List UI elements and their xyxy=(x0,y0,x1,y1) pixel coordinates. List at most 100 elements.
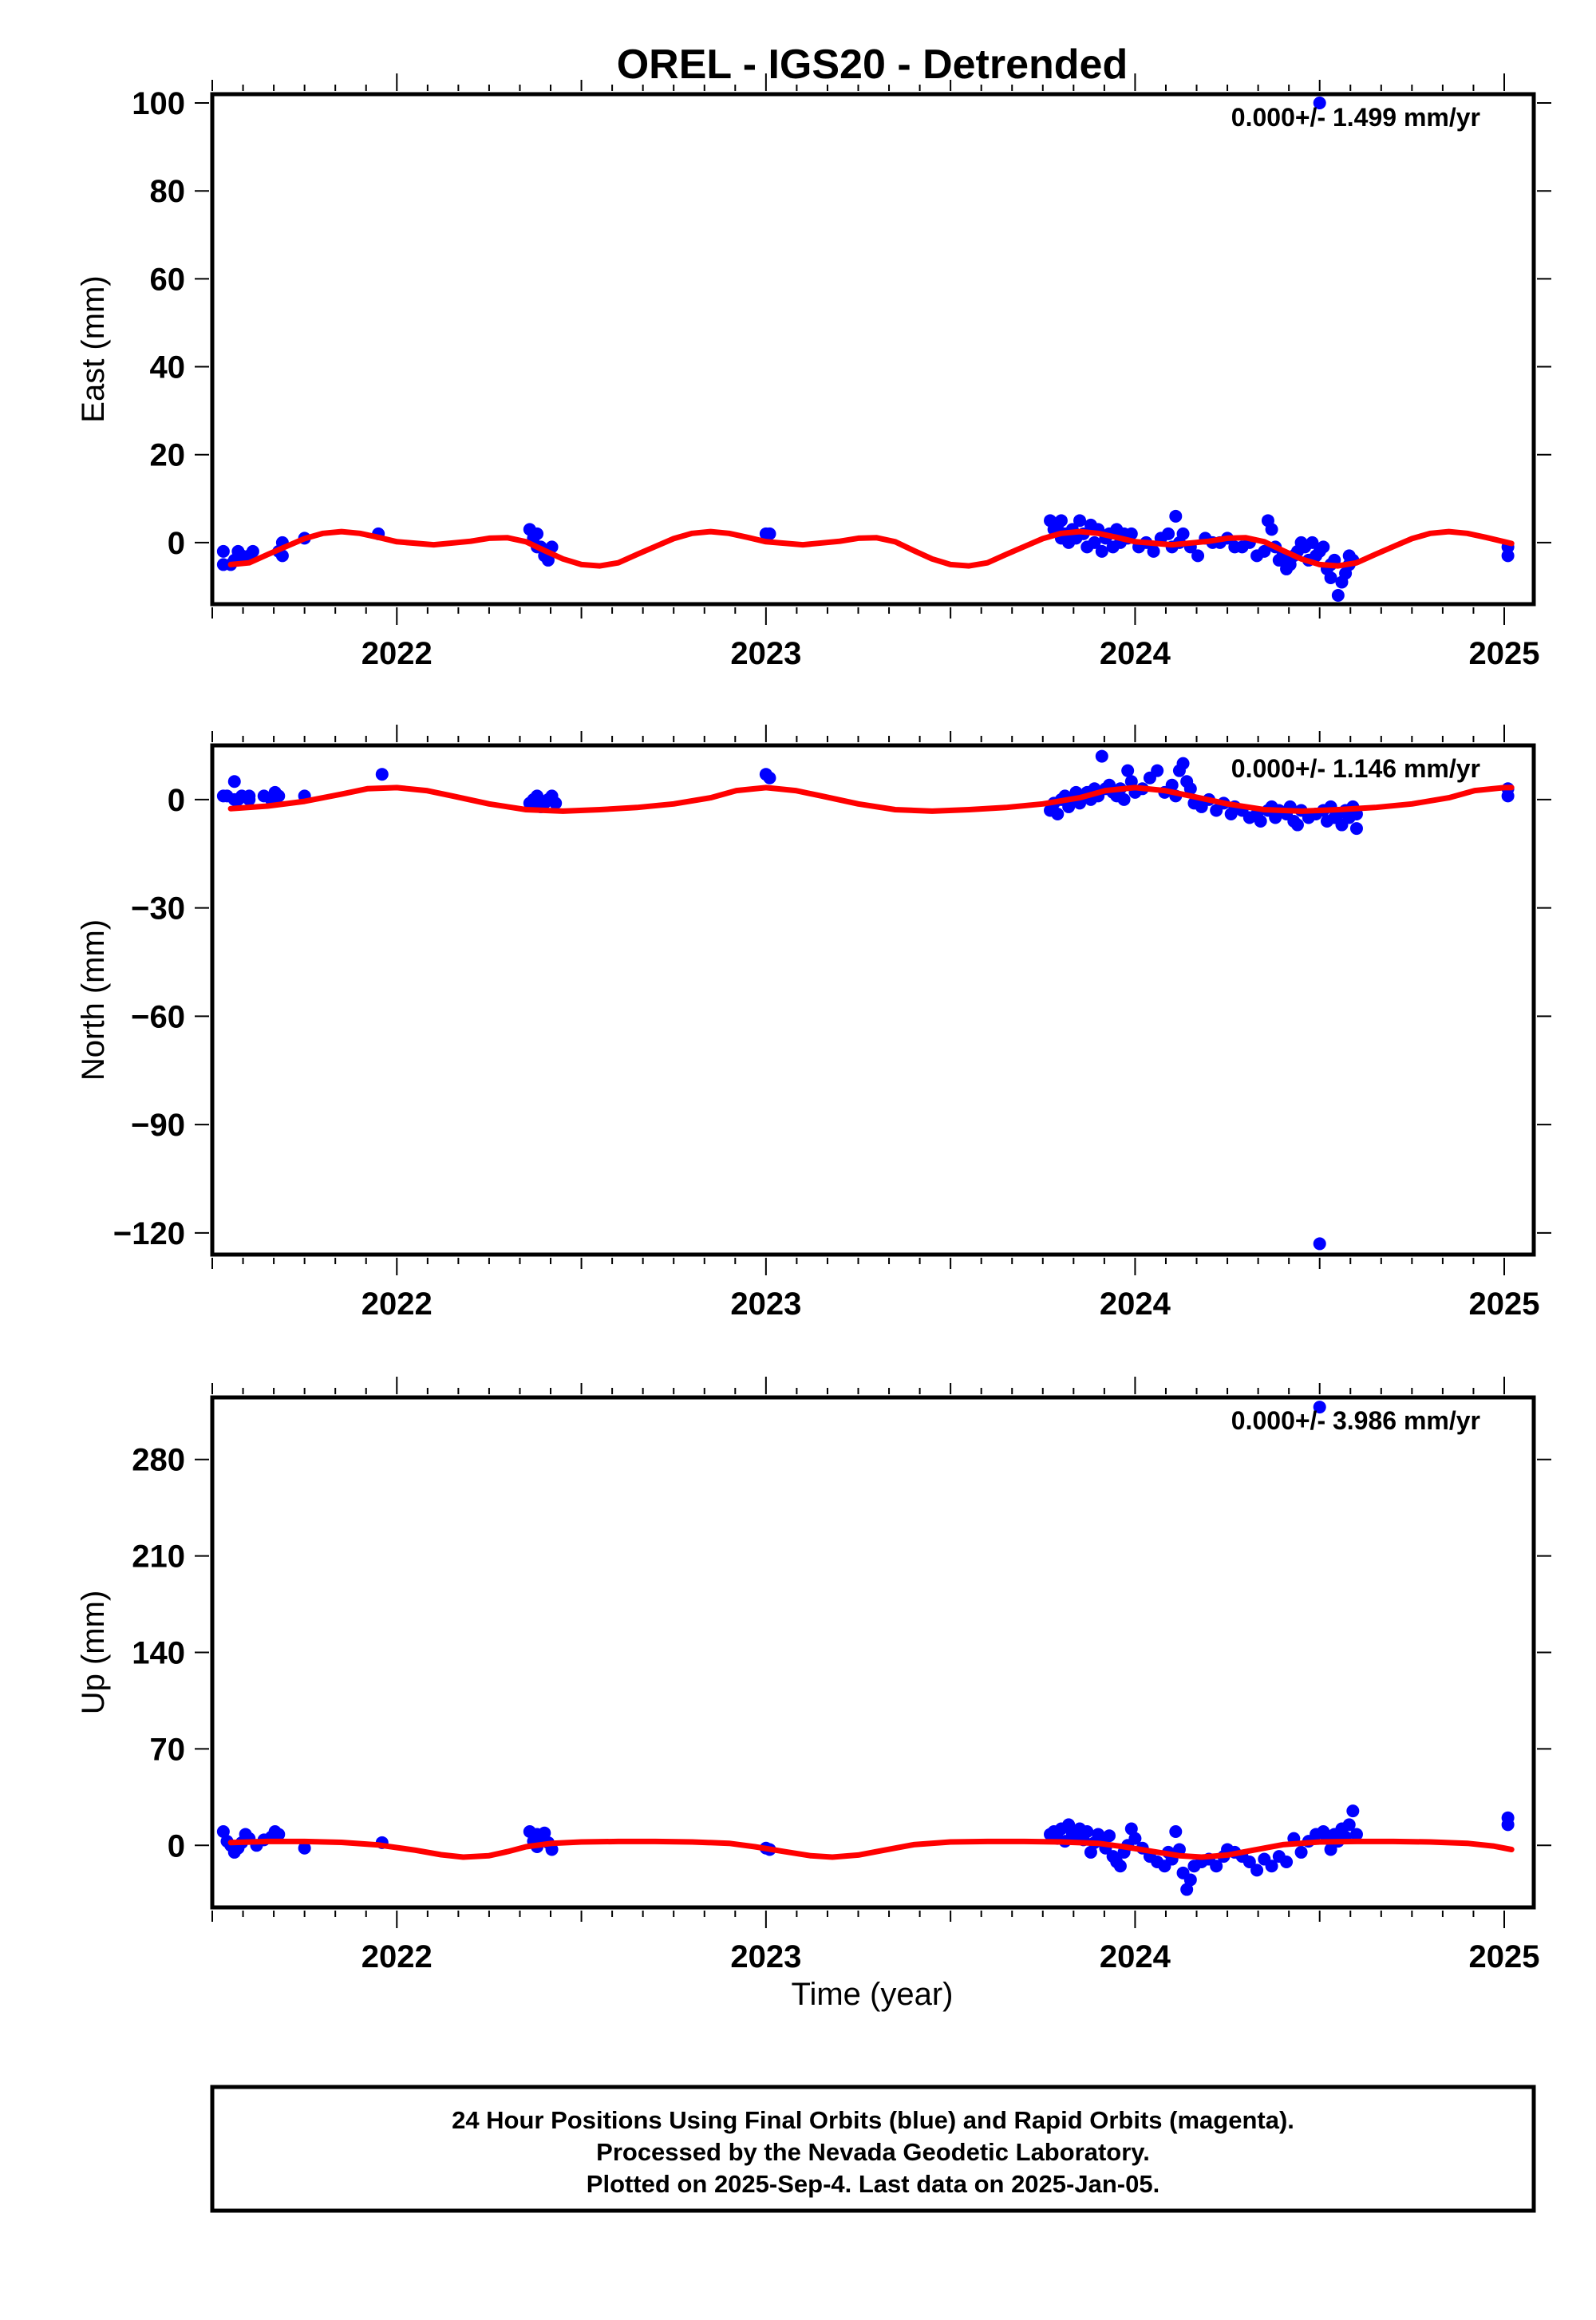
up-y-tick-label: 0 xyxy=(168,1828,185,1864)
up-data-point xyxy=(1084,1845,1097,1859)
chart-title: OREL - IGS20 - Detrended xyxy=(617,41,1128,88)
east-data-point xyxy=(1095,544,1108,558)
up-data-point xyxy=(1501,1818,1515,1832)
east-data-point xyxy=(1258,544,1271,558)
up-x-tick-label: 2023 xyxy=(730,1939,801,1974)
north-y-tick-label: −30 xyxy=(131,891,185,927)
footer-line-2: Processed by the Nevada Geodetic Laborat… xyxy=(596,2138,1150,2166)
up-data-point xyxy=(1080,1825,1094,1839)
up-model-curve xyxy=(227,1838,1515,1860)
east-x-tick-label: 2022 xyxy=(361,636,433,671)
east-data-point xyxy=(1501,549,1515,563)
up-data-point xyxy=(1250,1864,1264,1877)
north-data-point xyxy=(1124,775,1138,788)
up-x-tick-label: 2025 xyxy=(1469,1939,1540,1974)
up-data-point xyxy=(1342,1818,1356,1832)
east-y-tick-label: 40 xyxy=(150,350,186,385)
up-panel: 2022 2023 2024 2025 0 70 140 210 280 Up (mm) 0.000… xyxy=(76,1377,1551,1974)
east-x-tick-label: 2023 xyxy=(730,636,801,671)
north-y-tick-label: 0 xyxy=(168,783,185,818)
up-data-point xyxy=(1324,1843,1337,1856)
up-x-tick-label: 2022 xyxy=(361,1939,433,1974)
up-data-point xyxy=(538,1826,551,1840)
east-data-point xyxy=(1054,514,1068,528)
east-data-point xyxy=(1176,527,1190,540)
east-data-point xyxy=(216,544,230,558)
up-data-point xyxy=(1242,1856,1256,1869)
north-y-tick-label: −120 xyxy=(113,1216,185,1251)
east-data-point xyxy=(1191,549,1205,563)
north-x-tick-label: 2024 xyxy=(1100,1286,1171,1322)
up-data-point xyxy=(1349,1828,1363,1841)
north-data-point xyxy=(1121,764,1135,777)
up-data-point xyxy=(1210,1860,1223,1873)
north-data-point xyxy=(549,796,563,810)
up-data-point xyxy=(1169,1825,1183,1839)
up-y-tick-label: 210 xyxy=(132,1539,185,1575)
east-data-point xyxy=(1147,544,1160,558)
north-x-tick-label: 2022 xyxy=(361,1286,433,1322)
east-x-tick-label: 2024 xyxy=(1100,636,1171,671)
up-data-point xyxy=(1294,1845,1308,1859)
east-data-point xyxy=(1306,536,1319,549)
east-data-point xyxy=(531,527,544,540)
east-data-point xyxy=(275,549,289,563)
north-data-point xyxy=(1349,822,1363,836)
up-data-point xyxy=(1265,1860,1278,1873)
north-plot-frame xyxy=(210,743,1536,1257)
up-data-point xyxy=(1180,1883,1194,1896)
up-y-tick-label: 70 xyxy=(150,1732,186,1767)
north-data-point xyxy=(1313,1237,1326,1251)
east-data-point xyxy=(1088,536,1101,549)
north-data-point xyxy=(1117,792,1131,806)
east-data-point xyxy=(1124,527,1138,540)
north-data-point xyxy=(227,775,241,788)
up-y-tick-label: 280 xyxy=(132,1443,185,1478)
north-model-curve xyxy=(227,785,1515,814)
footer-line-1: 24 Hour Positions Using Final Orbits (bl… xyxy=(452,2106,1294,2134)
up-data-point xyxy=(1346,1804,1360,1818)
north-data-point xyxy=(1051,807,1065,820)
east-y-tick-label: 80 xyxy=(150,174,186,209)
up-data-point xyxy=(1124,1822,1138,1836)
up-data-point xyxy=(1280,1856,1294,1869)
x-axis-label: Time (year) xyxy=(792,1977,954,2012)
north-data-point xyxy=(1176,757,1190,770)
north-data-point xyxy=(1290,818,1304,832)
up-data-point xyxy=(1313,1401,1326,1414)
up-x-tick-label: 2024 xyxy=(1100,1939,1171,1974)
east-data-point xyxy=(1265,523,1278,536)
footer-frame xyxy=(210,2085,1536,2213)
up-y-axis-label: Up (mm) xyxy=(76,1591,111,1715)
panels: 2022 2023 2024 2025 0 20 40 60 80 100 East (mm) 0.0… xyxy=(76,73,1551,1974)
east-y-axis-label: East (mm) xyxy=(76,275,111,422)
east-data-point xyxy=(763,527,776,540)
north-panel: 2022 2023 2024 2025 −120 −90 −60 −30 0 North (mm)… xyxy=(76,725,1551,1322)
north-rate-label: 0.000+/- 1.146 mm/yr xyxy=(1231,754,1480,783)
east-y-tick-label: 20 xyxy=(150,438,186,473)
up-x-ticks xyxy=(211,1377,1505,1928)
east-data-point xyxy=(1162,527,1175,540)
footer-box: 24 Hour Positions Using Final Orbits (bl… xyxy=(210,2085,1536,2213)
north-y-tick-label: −60 xyxy=(131,999,185,1034)
east-data-point xyxy=(1313,97,1326,110)
north-data-point xyxy=(375,768,389,781)
up-data-point xyxy=(216,1825,230,1839)
north-y-tick-label: −90 xyxy=(131,1108,185,1143)
up-data-point xyxy=(1128,1832,1142,1845)
up-data-points xyxy=(216,1401,1515,1896)
up-rate-label: 0.000+/- 3.986 mm/yr xyxy=(1231,1406,1480,1435)
up-data-point xyxy=(298,1841,311,1855)
east-data-point xyxy=(541,553,555,567)
north-data-point xyxy=(243,789,256,803)
up-plot-frame xyxy=(210,1395,1536,1910)
up-data-point xyxy=(1103,1829,1116,1843)
north-data-point xyxy=(763,771,776,785)
north-data-point xyxy=(1165,778,1179,792)
east-data-point xyxy=(1073,514,1087,528)
east-data-point xyxy=(1169,509,1183,523)
east-y-tick-label: 100 xyxy=(132,86,185,121)
up-data-point xyxy=(1113,1860,1127,1873)
north-data-point xyxy=(1183,782,1197,796)
